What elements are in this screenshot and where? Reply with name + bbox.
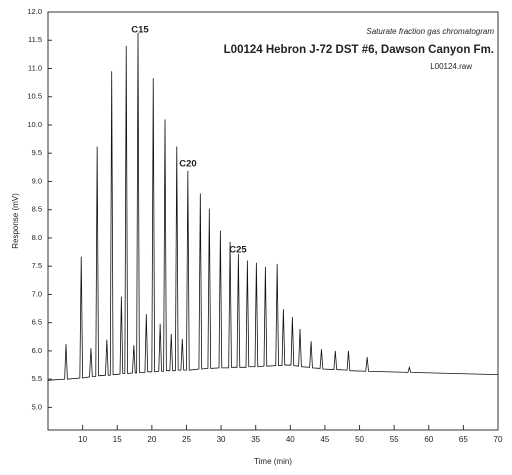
y-tick-label: 12.0: [27, 7, 42, 16]
y-tick-label: 9.0: [32, 176, 42, 185]
y-tick-label: 9.5: [32, 148, 42, 157]
x-tick-label: 55: [390, 435, 399, 444]
x-tick-label: 20: [147, 435, 156, 444]
chromatogram-trace: [47, 32, 499, 381]
chart-subtitle: Saturate fraction gas chromatogram: [366, 27, 494, 36]
y-tick-label: 6.0: [32, 346, 42, 355]
y-tick-label: 10.5: [27, 92, 42, 101]
peak-annotation: C25: [229, 245, 247, 256]
peak-annotation: C15: [131, 25, 149, 36]
y-tick-label: 6.5: [32, 318, 42, 327]
y-tick-label: 5.0: [32, 402, 42, 411]
y-tick-label: 8.5: [32, 205, 42, 214]
x-tick-label: 45: [320, 435, 329, 444]
x-tick-label: 60: [424, 435, 433, 444]
x-tick-label: 50: [355, 435, 364, 444]
y-tick-label: 11.0: [28, 63, 42, 72]
y-tick-label: 5.5: [32, 374, 42, 383]
x-tick-label: 65: [459, 435, 468, 444]
y-tick-label: 10.0: [27, 120, 42, 129]
y-axis-label: Response (mV): [11, 193, 20, 249]
x-tick-label: 15: [113, 435, 122, 444]
x-tick-label: 10: [78, 435, 87, 444]
x-tick-label: 70: [494, 435, 503, 444]
chart-title: L00124 Hebron J-72 DST #6, Dawson Canyon…: [224, 44, 494, 56]
x-tick-label: 35: [251, 435, 260, 444]
x-axis-label: Time (min): [254, 457, 292, 466]
y-tick-label: 11.5: [28, 35, 42, 44]
x-tick-label: 40: [286, 435, 295, 444]
x-tick-label: 25: [182, 435, 191, 444]
x-tick-label: 30: [217, 435, 226, 444]
y-tick-label: 7.0: [32, 289, 42, 298]
y-tick-label: 8.0: [32, 233, 42, 242]
peak-annotation: C20: [179, 159, 196, 170]
plot-frame: [47, 11, 499, 431]
y-tick-label: 7.5: [32, 261, 42, 270]
file-label: L00124.raw: [430, 62, 472, 71]
